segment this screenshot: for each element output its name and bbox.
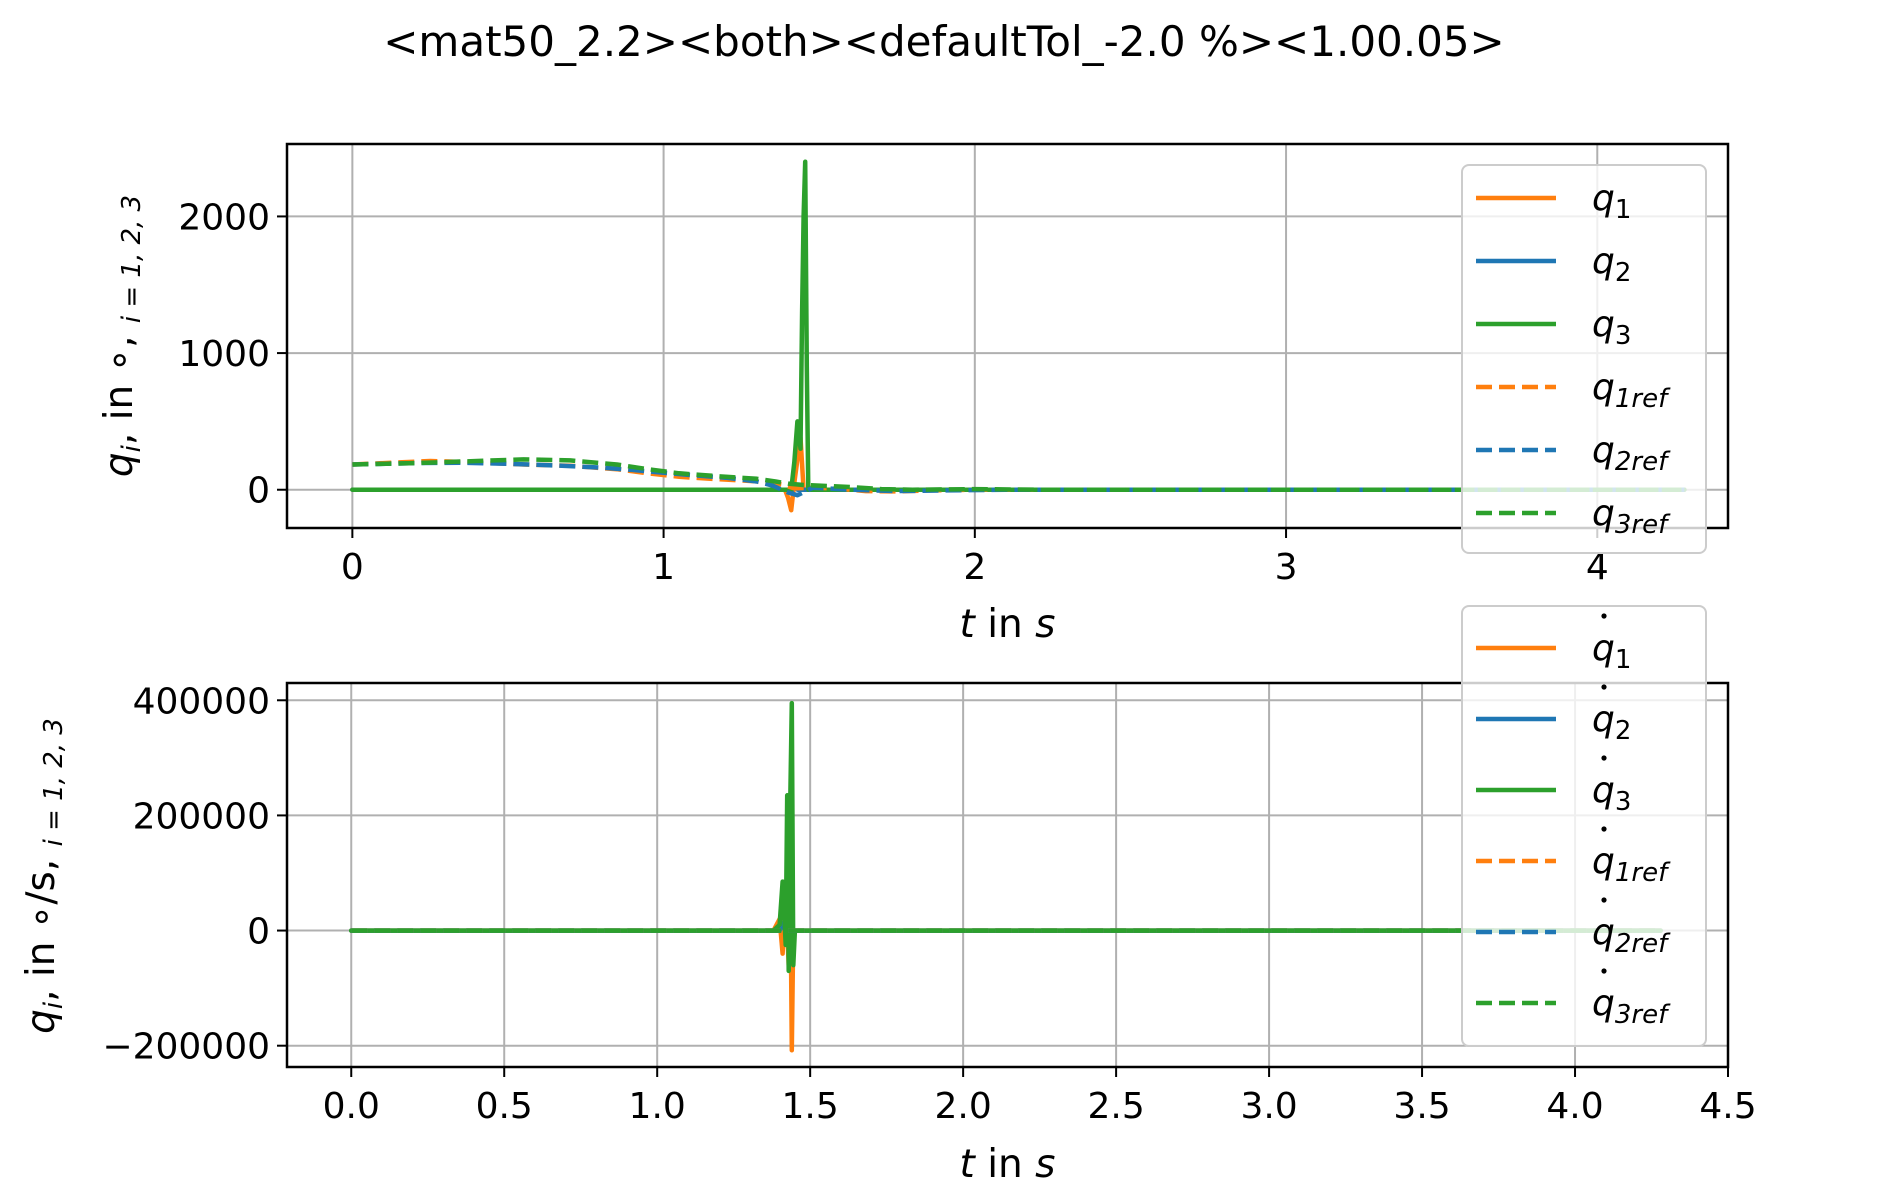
x-tick-label: 3.0 xyxy=(1240,1086,1297,1127)
x-tick-label: 4.0 xyxy=(1546,1086,1603,1127)
x-tick-label: 1 xyxy=(652,547,675,588)
y-tick-label: 0 xyxy=(247,912,270,953)
y-tick-label: 200000 xyxy=(133,796,270,837)
x-tick-label: 2 xyxy=(963,547,986,588)
legend-dot-mark xyxy=(1601,826,1607,832)
legend-label-q̇2: q2 xyxy=(1592,699,1631,746)
y-axis-label: qi, in ∘, i = 1, 2, 3 xyxy=(97,195,147,477)
legend-box xyxy=(1461,605,1707,1047)
y-tick-label: 2000 xyxy=(178,197,270,238)
legend-dot-mark xyxy=(1601,968,1607,974)
legend-label-q̇3ref: q3ref xyxy=(1592,983,1671,1030)
legend-label-q3ref: q3ref xyxy=(1592,493,1671,540)
legend-dot-mark xyxy=(1601,897,1607,903)
legend-dot-mark xyxy=(1601,684,1607,690)
x-tick-label: 4.5 xyxy=(1699,1086,1756,1127)
legend-dot-mark xyxy=(1601,613,1607,619)
series-line-q3ref xyxy=(352,457,1685,492)
legend-label-q3: q3 xyxy=(1592,304,1631,351)
x-tick-label: 4 xyxy=(1586,547,1609,588)
x-tick-label: 2.5 xyxy=(1087,1086,1144,1127)
legend-label-q̇3: q3 xyxy=(1592,770,1631,817)
y-tick-label: 1000 xyxy=(178,334,270,375)
x-tick-label: 0.5 xyxy=(476,1086,533,1127)
legend-dot-mark xyxy=(1601,755,1607,761)
y-tick-label: −200000 xyxy=(102,1027,270,1068)
y-tick-label: 0 xyxy=(247,471,270,512)
x-tick-label: 0.0 xyxy=(323,1086,380,1127)
legend-label-q̇2ref: q2ref xyxy=(1592,912,1671,959)
x-tick-label: 1.0 xyxy=(629,1086,686,1127)
series-lines xyxy=(348,700,1663,1053)
legend-label-q̇1: q1 xyxy=(1592,628,1631,675)
legend-label-q2ref: q2ref xyxy=(1592,430,1671,477)
x-tick-label: 3.5 xyxy=(1393,1086,1450,1127)
x-tick-label: 1.5 xyxy=(782,1086,839,1127)
legend-label-q2: q2 xyxy=(1592,241,1631,288)
x-axis-label: t in s xyxy=(960,602,1056,647)
figure-title: <mat50_2.2><both><defaultTol_-2.0 %><1.0… xyxy=(383,17,1505,66)
series-lines xyxy=(350,159,1687,513)
y-tick-label: 400000 xyxy=(133,681,270,722)
legend: q1 q2 q3 q1ref q2ref q3ref xyxy=(1461,164,1707,554)
legend-label-q̇1ref: q1ref xyxy=(1592,841,1671,888)
x-tick-label: 3 xyxy=(1275,547,1298,588)
series-line-q3 xyxy=(350,159,1687,492)
series-line-q̇3 xyxy=(348,700,1663,974)
legend-box xyxy=(1461,164,1707,554)
axes-frame xyxy=(285,142,1730,530)
x-tick-label: 2.0 xyxy=(935,1086,992,1127)
y-axis-label: qi, in ∘/s, i = 1, 2, 3 xyxy=(19,718,69,1034)
top-subplot: 0 1 2 3 4 0 1000 2000 t in s qi, in ∘, i = 1, 2, … xyxy=(97,142,1730,647)
legend: q1 q2 q3 q1ref q2ref q3ref xyxy=(1461,605,1707,1047)
legend-label-q1: q1 xyxy=(1592,178,1631,225)
legend-label-q1ref: q1ref xyxy=(1592,367,1671,414)
bottom-subplot: 0.0 0.5 1.0 1.5 2.0 2.5 3.0 3.5 4.0 4.5 −200000 0 20… xyxy=(19,605,1757,1181)
x-tick-label: 0 xyxy=(341,547,364,588)
x-axis-label: t in s xyxy=(960,1142,1056,1181)
axes-frame xyxy=(285,681,1730,1069)
